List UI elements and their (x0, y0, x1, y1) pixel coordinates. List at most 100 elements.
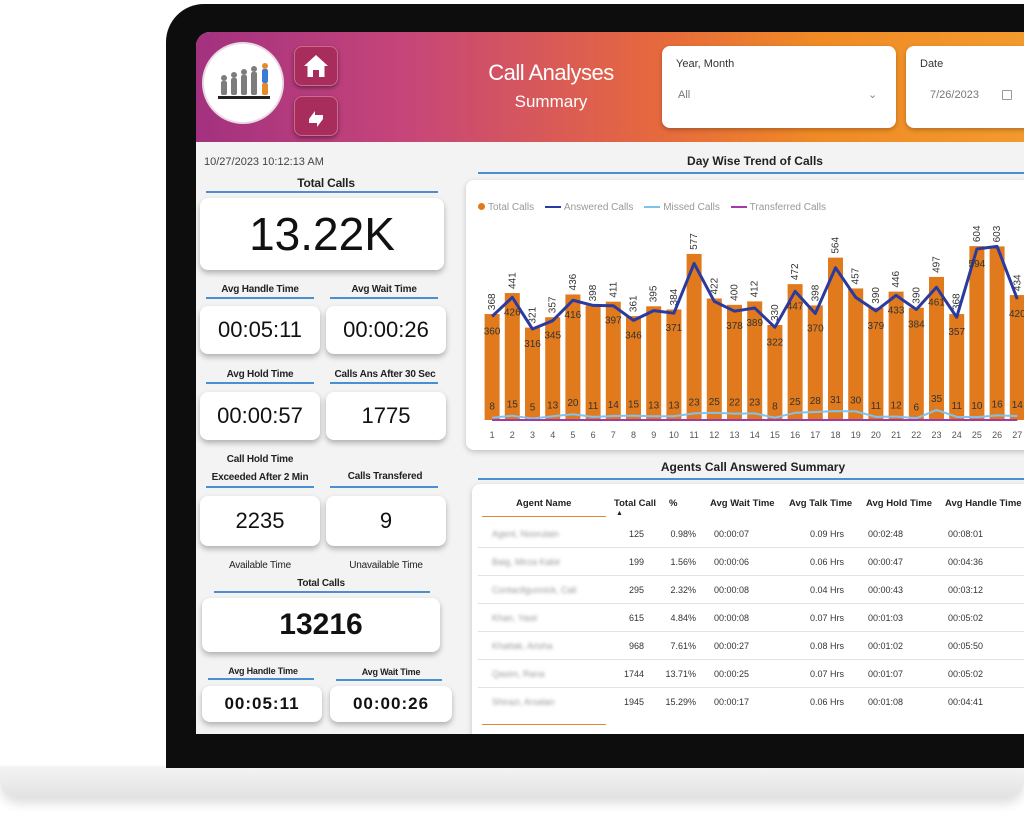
total-calls-bar (807, 305, 823, 420)
legend-transferred[interactable]: Transferred Calls (730, 202, 826, 213)
answered-calls-data-label: 447 (787, 301, 804, 312)
legend-label: Transferred Calls (749, 202, 826, 213)
legend-label: Answered Calls (563, 202, 634, 213)
total-calls-data-label: 395 (649, 285, 660, 302)
table-row[interactable]: Agent, Noorulain 125 0.98% 00:00:07 0.09 Hrs… (478, 520, 1024, 548)
table-row[interactable]: Baig, Mirza Kabir 199 1.56% 00:00:06 0.06 Hr… (478, 548, 1024, 576)
table-row[interactable]: Shirazi, Arsalan 1945 15.29% 00:00:17 0.06 H… (478, 688, 1024, 715)
table-row[interactable]: Contactlgunnick, Cali 295 2.32% 00:00:08 0.0… (478, 576, 1024, 604)
refresh-button[interactable] (294, 96, 338, 136)
calendar-icon[interactable] (1002, 90, 1012, 100)
year-month-slicer[interactable]: Year, Month All ⌄ (662, 46, 896, 128)
dashboard-subtitle: Summary (514, 92, 588, 111)
total-calls-data-label: 564 (831, 237, 842, 254)
total-calls-bar (828, 257, 843, 420)
missed-calls-data-label: 23 (689, 397, 701, 408)
missed-calls-data-label: 11 (871, 401, 882, 412)
divider (206, 191, 438, 193)
total-calls-data-label: 357 (548, 296, 559, 313)
total-cell: 1744 (623, 669, 644, 679)
x-tick-label: 20 (871, 430, 881, 440)
total-calls-data-label: 390 (911, 287, 922, 304)
slicer-value: 7/26/2023 (930, 89, 979, 101)
col-pct[interactable]: % (669, 498, 678, 509)
talk-cell: 0.09 Hrs (810, 529, 845, 539)
agent-name-cell: Shirazi, Arsalan (492, 697, 555, 707)
table-row[interactable]: Khattak, Arisha 968 7.61% 00:00:27 0.08 Hrs 0… (478, 632, 1024, 660)
kpi-panel: 10/27/2023 10:12:13 AM Total Calls 13.22… (196, 148, 458, 734)
x-tick-label: 22 (911, 430, 921, 440)
pct-cell: 2.32% (670, 585, 696, 595)
total-calls-data-label: 497 (932, 256, 943, 273)
x-tick-label: 3 (530, 430, 535, 440)
table-row[interactable]: Khan, Yasir 615 4.84% 00:00:08 0.07 Hrs 00:01… (478, 604, 1024, 632)
divider (206, 297, 314, 299)
x-tick-label: 1 (490, 430, 495, 440)
pct-cell: 0.98% (670, 529, 696, 539)
answered-calls-data-label: 384 (908, 319, 925, 330)
chart-title: Day Wise Trend of Calls (687, 154, 823, 168)
talk-cell: 0.07 Hrs (810, 669, 845, 679)
total-calls-data-label: 603 (992, 225, 1003, 242)
sort-asc-icon[interactable]: ▲ (616, 510, 623, 517)
avg-handle-card-2: 00:05:11 (202, 686, 322, 722)
missed-calls-data-label: 13 (668, 400, 680, 411)
total-cell: 1945 (623, 697, 644, 707)
table-row[interactable]: Qasim, Rana 1744 13.71% 00:00:25 0.07 Hrs 00:… (478, 660, 1024, 688)
col-agent-name[interactable]: Agent Name (516, 498, 572, 509)
hold-cell: 00:01:03 (868, 613, 904, 623)
col-total-call[interactable]: Total Call (614, 498, 657, 509)
missed-calls-data-label: 13 (547, 400, 559, 411)
transferred-value: 9 (379, 508, 393, 533)
date-slicer[interactable]: Date 7/26/2023 (906, 46, 1024, 128)
total-calls-label: Total Calls (297, 176, 355, 190)
total-calls-label-2: Total Calls (297, 578, 345, 589)
legend-answered[interactable]: Answered Calls (544, 202, 634, 213)
col-avg-handle[interactable]: Avg Handle Time (945, 498, 1022, 509)
avg-wait-card-2: 00:00:26 (330, 686, 452, 722)
home-button[interactable] (294, 46, 338, 86)
x-tick-label: 16 (790, 430, 800, 440)
legend-missed[interactable]: Missed Calls (644, 202, 720, 213)
answered-calls-data-label: 360 (484, 326, 501, 337)
total-calls-bar (747, 301, 763, 420)
missed-calls-data-label: 31 (830, 395, 842, 406)
agents-table-section: Agents Call Answered Summary Agent Name … (472, 460, 1024, 734)
divider (208, 678, 314, 680)
pct-cell: 7.61% (670, 641, 696, 651)
total-calls-card-2: 13216 (202, 598, 440, 652)
handle-cell: 00:05:02 (948, 669, 984, 679)
col-avg-talk[interactable]: Avg Talk Time (789, 498, 853, 509)
total-calls-data-label: 361 (629, 295, 640, 312)
hold-exceeded-label-line2: Exceeded After 2 Min (211, 472, 309, 483)
chart-legend: Total Calls Answered Calls Missed Calls … (478, 202, 834, 213)
divider (336, 679, 442, 681)
total-cell: 125 (628, 529, 644, 539)
available-time-label: Available Time (228, 560, 292, 571)
divider (330, 297, 438, 299)
missed-calls-data-label: 15 (628, 400, 640, 411)
legend-dot (478, 203, 485, 210)
total-calls-data-label: 400 (730, 284, 741, 301)
total-calls-bar (989, 246, 1005, 420)
legend-total[interactable]: Total Calls (478, 202, 534, 213)
total-calls-data-label: 384 (669, 288, 680, 305)
home-icon (304, 55, 328, 77)
agent-name-cell: Khan, Yasir (492, 613, 538, 623)
total-calls-data-label: 368 (952, 293, 963, 310)
avg-wait-value: 00:00:26 (343, 317, 429, 342)
avg-hold-value: 00:00:57 (217, 403, 303, 428)
chevron-down-icon[interactable]: ⌄ (868, 89, 878, 101)
x-tick-label: 14 (750, 430, 760, 440)
total-calls-data-label: 398 (810, 284, 821, 301)
pct-cell: 15.29% (665, 697, 696, 707)
wait-cell: 00:00:08 (714, 585, 750, 595)
total-calls-bar (626, 316, 641, 420)
avg-handle-value: 00:05:11 (217, 317, 302, 342)
wait-cell: 00:00:08 (714, 613, 750, 623)
total-calls-data-label: 604 (972, 225, 983, 242)
x-tick-label: 5 (570, 430, 575, 440)
col-avg-hold[interactable]: Avg Hold Time (866, 498, 932, 509)
col-avg-wait[interactable]: Avg Wait Time (710, 498, 775, 509)
avg-wait-card: 00:00:26 (326, 306, 446, 354)
